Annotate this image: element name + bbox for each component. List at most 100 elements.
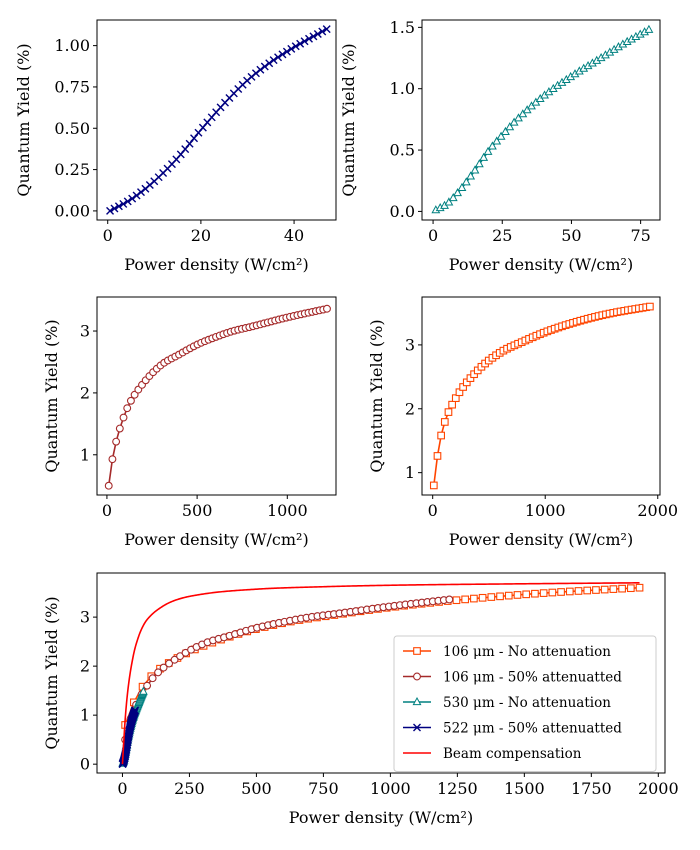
legend-entry: 522 μm - 50% attenuatted: [403, 721, 622, 737]
y-tick-label: 0: [80, 755, 90, 774]
y-axis-label: Quantum Yield (%): [339, 43, 358, 196]
x-axis-label: Power density (W/cm²): [124, 530, 308, 549]
data-point: [626, 584, 635, 593]
legend: 106 μm - No attenuation 106 μm - 50% atte…: [393, 635, 657, 772]
data-point: [274, 53, 283, 62]
legend-label: 106 μm - No attenuation: [443, 644, 611, 660]
data-point: [300, 37, 309, 46]
y-tick-label: 0.00: [54, 201, 90, 220]
subplot-1: 0 20 40 0.00 0.25 0.50 0.75 1.00 Power density (…: [14, 19, 337, 274]
y-axis-label: Quantum Yield (%): [14, 43, 33, 196]
data-point: [496, 131, 506, 140]
y-tick-label: 3: [80, 608, 90, 627]
data-point: [609, 585, 618, 593]
axes-frame: [421, 296, 661, 496]
data-point: [291, 42, 300, 51]
data-point: [514, 113, 523, 122]
data-point: [452, 596, 461, 605]
data-point: [618, 584, 626, 593]
data-point: [466, 171, 476, 180]
data-point: [110, 204, 119, 213]
data-point: [260, 62, 269, 71]
data-point: [305, 34, 313, 43]
data-point: [548, 588, 557, 597]
data-point: [131, 706, 140, 715]
x-tick-label: 750: [308, 779, 339, 798]
data-point: [448, 400, 456, 409]
data-point: [600, 585, 609, 594]
y-tick-label: 0.75: [54, 77, 90, 96]
legend-label: 530 μm - No attenuation: [443, 695, 611, 711]
x-tick-label: 0: [428, 226, 438, 245]
data-point: [126, 396, 135, 405]
data-point: [457, 182, 467, 191]
data-point: [479, 152, 489, 161]
data-point: [269, 56, 278, 65]
data-point: [496, 592, 504, 601]
data-point: [282, 47, 291, 56]
x-tick-label: 0: [103, 226, 113, 245]
data-point: [565, 587, 574, 596]
data-point: [461, 177, 471, 186]
x-tick-label: 75: [630, 226, 650, 245]
data-point: [592, 586, 600, 594]
data-point: [322, 25, 331, 34]
data-point: [123, 404, 132, 413]
data-point: [504, 591, 513, 600]
data-point: [478, 593, 487, 602]
data-point: [635, 583, 644, 592]
x-tick-label: 500: [182, 501, 213, 520]
x-tick-label: 2000: [638, 779, 679, 798]
legend-marker: [413, 723, 421, 732]
x-tick-label: 1750: [571, 779, 612, 798]
data-point: [513, 591, 522, 599]
legend-box: [393, 635, 657, 772]
series-2: [121, 595, 454, 744]
data-point: [531, 589, 539, 598]
legend-entry: 106 μm - 50% attenuatted: [403, 670, 622, 686]
x-tick-label: 0: [102, 501, 112, 520]
data-point: [440, 418, 449, 426]
x-axis-label: Power density (W/cm²): [289, 808, 473, 827]
plot-area: [104, 304, 331, 490]
legend-marker: [413, 672, 421, 681]
data-point: [470, 594, 478, 603]
y-tick-label: 2: [80, 657, 90, 676]
axes-frame: [96, 19, 337, 221]
data-point: [444, 197, 454, 206]
y-tick-label: 1.0: [390, 79, 415, 98]
x-tick-label: 2000: [637, 501, 678, 520]
y-tick-label: 0.50: [54, 119, 90, 138]
series-5: [121, 582, 640, 765]
data-point: [453, 188, 463, 197]
data-point: [483, 146, 493, 155]
plot-area: [429, 302, 654, 490]
y-tick-label: 0.0: [390, 202, 415, 221]
data-point: [119, 199, 128, 208]
series-1: [104, 304, 331, 490]
data-point: [138, 686, 148, 695]
data-point: [119, 413, 128, 422]
data-point: [646, 302, 654, 311]
x-tick-label: 1250: [437, 779, 478, 798]
x-tick-label: 1000: [525, 501, 566, 520]
data-point: [318, 27, 327, 36]
subplot-2: 0 25 50 75 0.0 0.5 1.0 1.5 Power density (W/cm²)…: [339, 18, 661, 274]
x-tick-label: 250: [174, 779, 205, 798]
legend-entry: 106 μm - No attenuation: [403, 644, 611, 660]
y-tick-label: 1.5: [390, 18, 415, 37]
plot-area: [118, 582, 644, 769]
x-axis-label: Power density (W/cm²): [449, 530, 633, 549]
data-point: [445, 595, 454, 604]
data-point: [522, 105, 532, 114]
data-point: [323, 304, 331, 313]
legend-marker: [413, 647, 421, 655]
data-point: [181, 145, 190, 154]
data-point: [128, 194, 137, 203]
data-point: [159, 663, 168, 672]
data-point: [143, 681, 152, 690]
x-tick-label: 0: [428, 501, 438, 520]
data-point: [557, 588, 565, 596]
legend-entry: Beam compensation: [403, 746, 582, 762]
y-tick-label: 1: [80, 445, 90, 464]
